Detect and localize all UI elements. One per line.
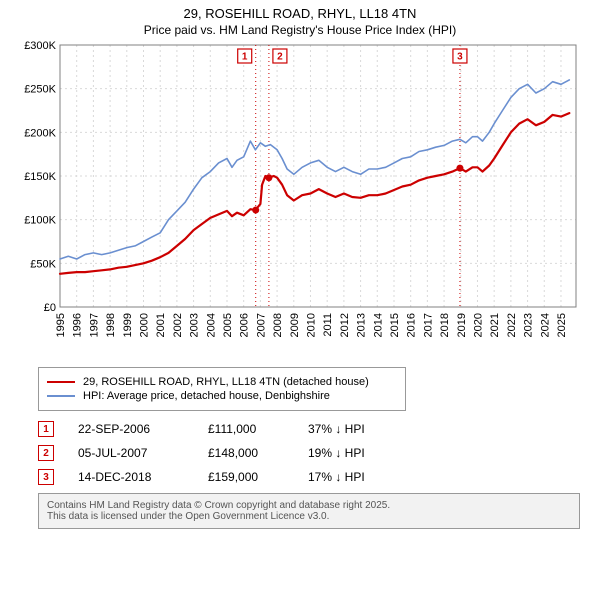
x-tick-label: 2002 <box>172 313 184 337</box>
x-tick-label: 1999 <box>122 313 134 337</box>
event-row: 3 14-DEC-2018£159,00017% ↓ HPI <box>38 469 578 485</box>
x-tick-label: 2025 <box>556 313 568 337</box>
x-tick-label: 2019 <box>456 313 468 337</box>
x-tick-label: 2001 <box>155 313 167 337</box>
x-tick-label: 2021 <box>489 313 501 337</box>
chart-title-address: 29, ROSEHILL ROAD, RHYL, LL18 4TN <box>0 6 600 21</box>
event-row: 1 22-SEP-2006£111,00037% ↓ HPI <box>38 421 578 437</box>
x-tick-label: 1998 <box>105 313 117 337</box>
price-chart: £0 £50K £100K £150K £200K £250K £300K 1995 1996 1… <box>20 41 580 361</box>
x-tick-label: 2016 <box>406 313 418 337</box>
chart-container: £0 £50K £100K £150K £200K £250K £300K 1995 1996 1… <box>20 41 580 361</box>
x-tick-label: 2023 <box>523 313 535 337</box>
event-date: 22-SEP-2006 <box>78 422 208 436</box>
x-tick-label: 1996 <box>72 313 84 337</box>
y-tick-label: £0 <box>44 302 56 314</box>
legend-row: 29, ROSEHILL ROAD, RHYL, LL18 4TN (detac… <box>47 376 397 388</box>
y-tick-label: £100K <box>24 215 56 227</box>
x-tick-label: 2009 <box>289 313 301 337</box>
y-tick-label: £50K <box>30 258 56 270</box>
y-tick-label: £300K <box>24 41 56 52</box>
legend-row: HPI: Average price, detached house, Denb… <box>47 390 397 402</box>
event-marker-num: 1 <box>242 52 248 63</box>
x-tick-label: 2007 <box>255 313 267 337</box>
event-marker-num: 2 <box>277 52 283 63</box>
x-tick-label: 2013 <box>356 313 368 337</box>
event-marker: 2 <box>38 445 54 461</box>
legend: 29, ROSEHILL ROAD, RHYL, LL18 4TN (detac… <box>38 367 406 411</box>
event-price: £159,000 <box>208 470 308 484</box>
event-price: £111,000 <box>208 422 308 436</box>
y-tick-label: £250K <box>24 84 56 96</box>
x-tick-label: 2022 <box>506 313 518 337</box>
x-tick-label: 2000 <box>138 313 150 337</box>
event-marker: 3 <box>38 469 54 485</box>
x-tick-label: 2010 <box>305 313 317 337</box>
x-tick-label: 2014 <box>372 313 384 337</box>
x-tick-label: 2017 <box>422 313 434 337</box>
x-tick-label: 2020 <box>472 313 484 337</box>
x-tick-label: 2015 <box>389 313 401 337</box>
event-table: 1 22-SEP-2006£111,00037% ↓ HPI 2 05-JUL-200… <box>38 421 578 485</box>
x-tick-label: 2008 <box>272 313 284 337</box>
event-marker-num: 3 <box>457 52 463 63</box>
event-price: £148,000 <box>208 446 308 460</box>
event-delta: 19% ↓ HPI <box>308 446 365 460</box>
x-tick-label: 2003 <box>189 313 201 337</box>
event-row: 2 05-JUL-2007£148,00019% ↓ HPI <box>38 445 578 461</box>
x-tick-label: 2024 <box>539 313 551 337</box>
legend-swatch-red <box>47 381 75 383</box>
y-tick-label: £200K <box>24 127 56 139</box>
event-date: 14-DEC-2018 <box>78 470 208 484</box>
x-tick-label: 2018 <box>439 313 451 337</box>
x-tick-label: 2005 <box>222 313 234 337</box>
legend-swatch-blue <box>47 395 75 397</box>
event-marker: 1 <box>38 421 54 437</box>
legend-label: 29, ROSEHILL ROAD, RHYL, LL18 4TN (detac… <box>83 376 369 388</box>
event-delta: 37% ↓ HPI <box>308 422 365 436</box>
footer-line: Contains HM Land Registry data © Crown c… <box>47 500 571 511</box>
y-tick-label: £150K <box>24 171 56 183</box>
x-tick-label: 2006 <box>239 313 251 337</box>
x-tick-label: 2011 <box>322 313 334 337</box>
x-tick-label: 2012 <box>339 313 351 337</box>
chart-title-sub: Price paid vs. HM Land Registry's House … <box>0 23 600 37</box>
x-tick-label: 2004 <box>205 313 217 337</box>
x-tick-label: 1997 <box>88 313 100 337</box>
footer-attribution: Contains HM Land Registry data © Crown c… <box>38 493 580 529</box>
footer-line: This data is licensed under the Open Gov… <box>47 511 571 522</box>
legend-label: HPI: Average price, detached house, Denb… <box>83 390 330 402</box>
event-date: 05-JUL-2007 <box>78 446 208 460</box>
x-tick-label: 1995 <box>55 313 67 337</box>
event-delta: 17% ↓ HPI <box>308 470 365 484</box>
